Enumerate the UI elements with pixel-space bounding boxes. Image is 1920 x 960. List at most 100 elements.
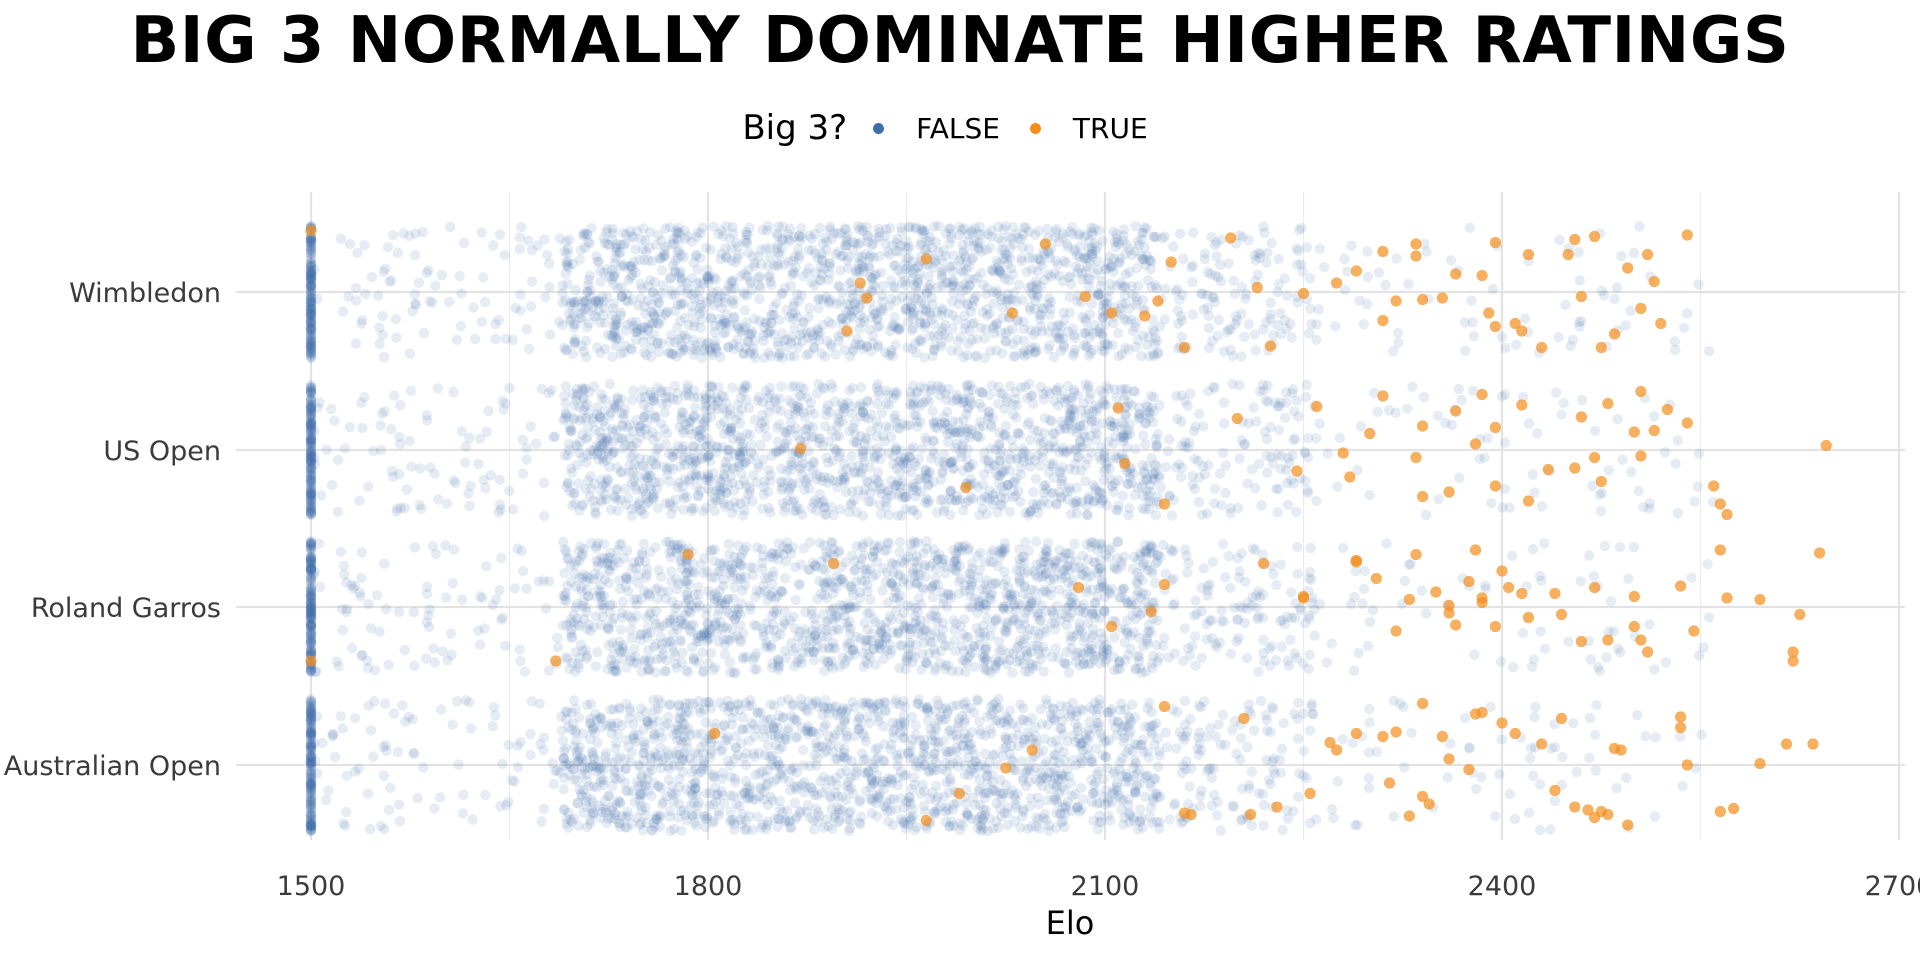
data-point-false	[1554, 234, 1565, 246]
data-point-false	[719, 317, 730, 328]
data-point-false	[1130, 220, 1141, 232]
data-point-false	[1094, 327, 1106, 339]
data-point-false	[1141, 223, 1152, 234]
data-point-false	[440, 540, 451, 551]
data-point-false	[742, 237, 753, 248]
data-point-false	[1149, 459, 1161, 471]
data-point-false	[741, 317, 752, 328]
data-point-false	[813, 378, 824, 390]
data-point-false	[678, 504, 689, 515]
data-point-false	[728, 294, 739, 305]
data-point-false	[421, 415, 433, 426]
data-point-false	[728, 276, 739, 287]
data-point-false	[747, 251, 758, 262]
data-point-false	[676, 276, 687, 287]
data-point-false	[1000, 221, 1011, 232]
data-point-false	[962, 229, 974, 240]
data-point-false	[670, 255, 681, 266]
data-point-false	[690, 345, 701, 356]
data-point-false	[952, 416, 964, 428]
data-point-false	[709, 327, 720, 338]
data-point-false	[777, 221, 788, 232]
data-point-false	[1157, 233, 1168, 244]
data-point-false	[457, 594, 468, 605]
data-point-false	[992, 318, 1003, 329]
data-point-false	[600, 394, 611, 406]
data-point-false	[1150, 280, 1161, 291]
data-point-false	[673, 222, 684, 233]
data-point-false	[854, 224, 865, 235]
data-point-false	[1080, 253, 1091, 264]
data-point-false	[739, 305, 750, 316]
data-point-false	[549, 431, 561, 442]
data-point-false	[855, 237, 866, 248]
data-point-false	[374, 322, 385, 333]
data-point-false	[595, 432, 606, 444]
data-point-false	[305, 491, 317, 503]
data-point-false	[831, 431, 842, 442]
data-point-false	[1187, 309, 1199, 320]
data-point-false	[379, 352, 390, 363]
data-point-false	[1018, 324, 1029, 335]
data-point-false	[653, 297, 665, 308]
data-point-false	[861, 341, 873, 352]
data-point-false	[671, 351, 682, 362]
data-point-false	[1649, 411, 1660, 422]
data-point-false	[1288, 478, 1299, 489]
data-point-false	[1279, 273, 1291, 284]
data-point-false	[305, 323, 317, 334]
data-point-false	[333, 661, 344, 672]
data-point-false	[742, 271, 753, 282]
data-point-false	[926, 292, 938, 303]
data-point-false	[825, 221, 836, 232]
data-point-false	[305, 248, 317, 259]
data-point-false	[1228, 275, 1239, 286]
data-point-false	[779, 282, 791, 293]
data-point-false	[972, 430, 983, 442]
data-point-false	[1088, 496, 1100, 507]
data-point-false	[744, 222, 755, 233]
data-point-false	[1105, 262, 1116, 273]
data-point-false	[865, 250, 876, 261]
data-point-false	[736, 468, 747, 479]
data-point-false	[796, 290, 807, 301]
data-point-false	[565, 297, 577, 308]
data-point-false	[305, 281, 317, 292]
data-point-false	[1061, 257, 1072, 268]
data-point-false	[1682, 308, 1693, 319]
data-point-false	[1510, 339, 1522, 350]
data-point-false	[865, 496, 877, 507]
data-point-false	[564, 308, 575, 319]
data-point-false	[722, 451, 734, 463]
data-point-false	[1346, 240, 1357, 251]
data-point-false	[1168, 241, 1179, 252]
data-point-false	[846, 401, 857, 412]
data-point-false	[896, 268, 907, 279]
data-point-false	[1097, 313, 1108, 324]
data-point-false	[1130, 322, 1141, 333]
data-point-false	[538, 477, 550, 488]
data-point-false	[1028, 487, 1039, 498]
data-point-false	[966, 225, 977, 236]
data-point-false	[1093, 289, 1104, 300]
data-point-false	[305, 271, 317, 282]
data-point-false	[1133, 413, 1145, 424]
data-point-false	[570, 284, 581, 296]
data-point-false	[883, 350, 895, 361]
data-point-false	[305, 348, 317, 359]
data-point-false	[305, 607, 317, 618]
data-point-false	[479, 623, 490, 634]
data-point-false	[476, 316, 488, 327]
data-point-false	[1113, 238, 1125, 250]
data-point-false	[795, 381, 806, 392]
data-point-false	[894, 322, 906, 334]
data-point-false	[404, 230, 415, 242]
data-point-false	[1272, 286, 1284, 298]
data-point-false	[919, 318, 931, 329]
data-point-false	[813, 303, 824, 314]
data-point-false	[847, 422, 859, 434]
data-point-false	[543, 665, 555, 676]
data-point-false	[873, 223, 884, 234]
data-point-false	[1217, 447, 1229, 459]
data-point-false	[824, 268, 835, 279]
